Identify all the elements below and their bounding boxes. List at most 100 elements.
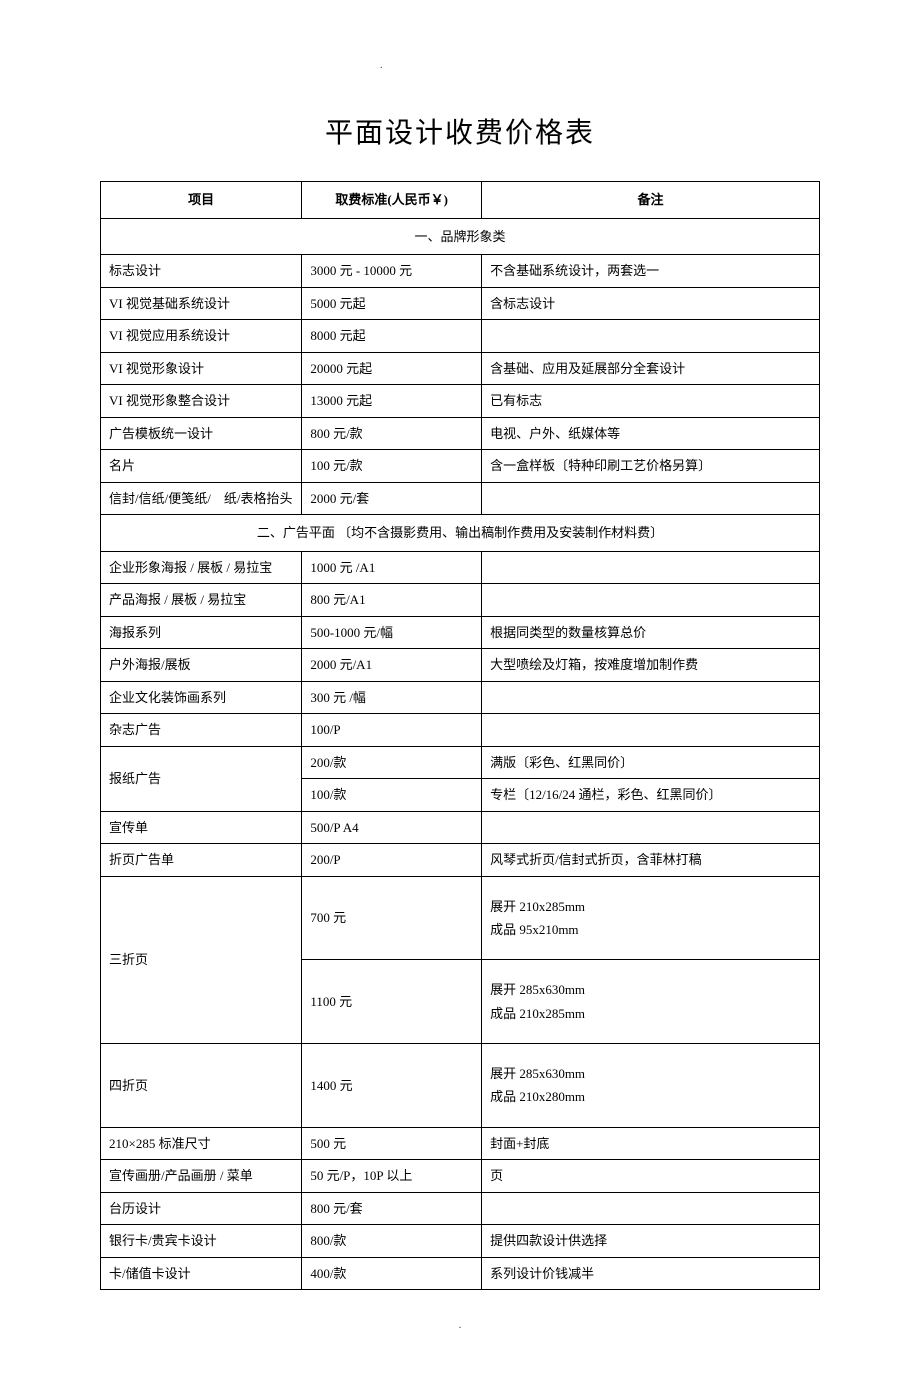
header-item: 项目	[101, 182, 302, 219]
note-line2: 成品 210x285mm	[490, 1006, 585, 1021]
table-row: 信封/信纸/便笺纸/ 纸/表格抬头 2000 元/套	[101, 482, 820, 515]
cell-item: 四折页	[101, 1044, 302, 1128]
cell-price: 1000 元 /A1	[302, 551, 482, 584]
cell-price: 100 元/款	[302, 450, 482, 483]
table-row: 广告模板统一设计 800 元/款 电视、户外、纸媒体等	[101, 417, 820, 450]
cell-note	[482, 1192, 820, 1225]
cell-note: 含基础、应用及延展部分全套设计	[482, 352, 820, 385]
document-page: . 平面设计收费价格表 项目 取费标准(人民币￥) 备注 一、品牌形象类 标志设…	[0, 0, 920, 1391]
cell-item: 宣传画册/产品画册 / 菜单	[101, 1160, 302, 1193]
cell-note: 展开 210x285mm 成品 95x210mm	[482, 876, 820, 960]
cell-note	[482, 584, 820, 617]
cell-price: 400/款	[302, 1257, 482, 1290]
table-row: 台历设计 800 元/套	[101, 1192, 820, 1225]
table-row: VI 视觉基础系统设计 5000 元起 含标志设计	[101, 287, 820, 320]
table-row: 标志设计 3000 元 - 10000 元 不含基础系统设计，两套选一	[101, 255, 820, 288]
table-header-row: 项目 取费标准(人民币￥) 备注	[101, 182, 820, 219]
section-header-row: 一、品牌形象类	[101, 218, 820, 255]
cell-note: 根据同类型的数量核算总价	[482, 616, 820, 649]
section-header-row: 二、广告平面 〔均不含摄影费用、输出稿制作费用及安装制作材料费〕	[101, 515, 820, 552]
table-row: 三折页 700 元 展开 210x285mm 成品 95x210mm	[101, 876, 820, 960]
table-row: 210×285 标准尺寸 500 元 封面+封底	[101, 1127, 820, 1160]
cell-price: 5000 元起	[302, 287, 482, 320]
cell-item: 产品海报 / 展板 / 易拉宝	[101, 584, 302, 617]
cell-price: 2000 元/A1	[302, 649, 482, 682]
note-line2: 成品 210x280mm	[490, 1089, 585, 1104]
header-mark: .	[380, 60, 820, 71]
table-row: 银行卡/贵宾卡设计 800/款 提供四款设计供选择	[101, 1225, 820, 1258]
cell-price: 200/款	[302, 746, 482, 779]
section2-title: 二、广告平面 〔均不含摄影费用、输出稿制作费用及安装制作材料费〕	[101, 515, 820, 552]
cell-price: 300 元 /幅	[302, 681, 482, 714]
table-row: 报纸广告 200/款 满版〔彩色、红黑同价〕	[101, 746, 820, 779]
cell-note	[482, 811, 820, 844]
cell-price: 100/款	[302, 779, 482, 812]
cell-note: 含标志设计	[482, 287, 820, 320]
cell-price: 50 元/P，10P 以上	[302, 1160, 482, 1193]
cell-item: 户外海报/展板	[101, 649, 302, 682]
cell-price: 500 元	[302, 1127, 482, 1160]
table-row: 四折页 1400 元 展开 285x630mm 成品 210x280mm	[101, 1044, 820, 1128]
table-row: 户外海报/展板 2000 元/A1 大型喷绘及灯箱，按难度增加制作费	[101, 649, 820, 682]
cell-item: 信封/信纸/便笺纸/ 纸/表格抬头	[101, 482, 302, 515]
note-line1: 展开 285x630mm	[490, 982, 585, 997]
cell-item: 卡/储值卡设计	[101, 1257, 302, 1290]
cell-note: 满版〔彩色、红黑同价〕	[482, 746, 820, 779]
cell-price: 1400 元	[302, 1044, 482, 1128]
cell-note: 风琴式折页/信封式折页，含菲林打稿	[482, 844, 820, 877]
table-row: 海报系列 500-1000 元/幅 根据同类型的数量核算总价	[101, 616, 820, 649]
cell-note: 页	[482, 1160, 820, 1193]
cell-item: VI 视觉形象设计	[101, 352, 302, 385]
cell-price: 500-1000 元/幅	[302, 616, 482, 649]
cell-price: 700 元	[302, 876, 482, 960]
cell-note: 不含基础系统设计，两套选一	[482, 255, 820, 288]
cell-note: 封面+封底	[482, 1127, 820, 1160]
table-row: VI 视觉形象设计 20000 元起 含基础、应用及延展部分全套设计	[101, 352, 820, 385]
cell-note	[482, 714, 820, 747]
cell-note: 系列设计价钱减半	[482, 1257, 820, 1290]
cell-price: 800 元/款	[302, 417, 482, 450]
cell-note	[482, 320, 820, 353]
cell-price: 500/P A4	[302, 811, 482, 844]
note-line1: 展开 210x285mm	[490, 899, 585, 914]
cell-note	[482, 551, 820, 584]
cell-item: 银行卡/贵宾卡设计	[101, 1225, 302, 1258]
cell-note: 已有标志	[482, 385, 820, 418]
table-row: 企业形象海报 / 展板 / 易拉宝 1000 元 /A1	[101, 551, 820, 584]
cell-note	[482, 681, 820, 714]
table-row: 名片 100 元/款 含一盒样板〔特种印刷工艺价格另算〕	[101, 450, 820, 483]
cell-price: 800 元/套	[302, 1192, 482, 1225]
header-note: 备注	[482, 182, 820, 219]
pricing-table: 项目 取费标准(人民币￥) 备注 一、品牌形象类 标志设计 3000 元 - 1…	[100, 181, 820, 1290]
cell-note: 专栏〔12/16/24 通栏，彩色、红黑同价〕	[482, 779, 820, 812]
cell-price: 13000 元起	[302, 385, 482, 418]
table-row: 卡/储值卡设计 400/款 系列设计价钱减半	[101, 1257, 820, 1290]
table-row: 产品海报 / 展板 / 易拉宝 800 元/A1	[101, 584, 820, 617]
cell-item: 名片	[101, 450, 302, 483]
note-line2: 成品 95x210mm	[490, 922, 578, 937]
cell-item: VI 视觉应用系统设计	[101, 320, 302, 353]
cell-note: 展开 285x630mm 成品 210x280mm	[482, 1044, 820, 1128]
cell-price: 800 元/A1	[302, 584, 482, 617]
table-row: 折页广告单 200/P 风琴式折页/信封式折页，含菲林打稿	[101, 844, 820, 877]
header-price: 取费标准(人民币￥)	[302, 182, 482, 219]
cell-price: 800/款	[302, 1225, 482, 1258]
cell-item: 报纸广告	[101, 746, 302, 811]
cell-item: VI 视觉基础系统设计	[101, 287, 302, 320]
cell-item: 折页广告单	[101, 844, 302, 877]
cell-note: 展开 285x630mm 成品 210x285mm	[482, 960, 820, 1044]
note-line1: 展开 285x630mm	[490, 1066, 585, 1081]
section1-title: 一、品牌形象类	[101, 218, 820, 255]
cell-item: 台历设计	[101, 1192, 302, 1225]
cell-note	[482, 482, 820, 515]
cell-price: 200/P	[302, 844, 482, 877]
cell-note: 提供四款设计供选择	[482, 1225, 820, 1258]
table-row: 宣传画册/产品画册 / 菜单 50 元/P，10P 以上 页	[101, 1160, 820, 1193]
cell-item: 210×285 标准尺寸	[101, 1127, 302, 1160]
page-title: 平面设计收费价格表	[100, 111, 820, 151]
footer-mark: .	[100, 1320, 820, 1331]
table-row: VI 视觉形象整合设计 13000 元起 已有标志	[101, 385, 820, 418]
cell-item: 三折页	[101, 876, 302, 1044]
cell-item: 海报系列	[101, 616, 302, 649]
cell-item: 广告模板统一设计	[101, 417, 302, 450]
